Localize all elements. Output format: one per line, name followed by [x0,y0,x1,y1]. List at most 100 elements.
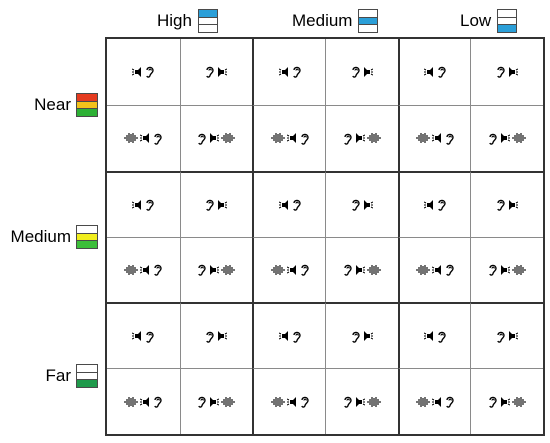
proximity-segment [77,379,97,388]
cell-glyphs [278,330,301,343]
speaker-icon [278,199,290,211]
column-label: Medium [292,11,353,30]
grid-cell [107,170,180,237]
ear-icon [197,395,207,408]
noise-wave-icon [512,396,526,408]
grid-cell [179,302,253,369]
speaker-icon [140,396,151,408]
cell-glyphs [205,198,228,211]
noise-wave-icon [271,264,285,276]
speaker-icon [286,396,298,408]
cell-glyphs [496,330,519,343]
cell-glyphs [197,132,236,145]
level-segment [198,16,217,25]
grid-cell [397,170,471,237]
speaker-icon [354,132,365,144]
cell-glyphs [488,132,526,145]
speaker-icon [499,396,511,408]
column-header-medium: Medium [292,8,379,34]
cell-glyphs [343,263,381,277]
noise-wave-icon [512,132,526,144]
ear-icon [445,132,454,145]
cell-glyphs [132,330,155,343]
ear-icon [292,198,301,211]
noise-wave-icon [271,396,285,408]
ear-icon [292,65,301,79]
cell-glyphs [351,198,373,211]
grid-cell [470,170,543,237]
ear-icon [343,263,352,277]
ear-icon [292,330,301,343]
speaker-icon [132,66,143,78]
speaker-icon [362,199,373,211]
noise-wave-icon [271,132,285,144]
grid-cell [252,170,325,237]
level-indicator-icon [358,9,379,33]
grid-cell [397,236,471,303]
grid-cell [324,104,398,171]
cell-glyphs [124,395,163,408]
grid-cell [107,104,180,171]
grid-cell [107,302,180,368]
noise-wave-icon [367,132,381,144]
level-segment [359,10,377,17]
proximity-segment [77,226,97,233]
speaker-icon [423,330,435,342]
speaker-icon [499,132,511,144]
speaker-icon [354,396,365,408]
grid-cell [107,236,180,303]
level-segment [359,24,378,32]
noise-wave-icon [416,396,430,408]
cell-glyphs [416,263,454,277]
noise-wave-icon [512,264,526,276]
cell-glyphs [124,132,163,145]
level-segment [198,10,217,17]
speaker-icon [132,330,143,342]
cell-glyphs [343,395,381,408]
cell-glyphs [423,198,446,211]
row-label: Far [45,366,72,385]
speaker-icon [208,132,220,144]
noise-wave-icon [416,132,430,144]
ear-icon [488,395,497,408]
grid-cell [324,302,398,369]
cell-glyphs [423,330,446,343]
cell-glyphs [271,263,309,277]
speaker-icon [507,66,519,78]
noise-wave-icon [221,132,236,144]
proximity-segment [77,371,97,380]
grid-cell [397,104,471,171]
proximity-indicator-icon [76,93,98,117]
proximity-indicator-icon [76,364,98,388]
speaker-icon [286,132,298,144]
row-header-near: Near [0,92,98,118]
ear-icon [197,132,207,145]
speaker-icon [140,264,151,276]
ear-icon [445,263,454,277]
ear-icon [205,65,215,79]
grid-cell [179,170,253,237]
ear-icon [153,132,163,145]
ear-icon [351,65,360,79]
speaker-icon [216,66,228,78]
cell-glyphs [124,263,163,277]
cell-glyphs [271,395,309,408]
speaker-icon [132,199,143,211]
ear-icon [153,263,163,277]
grid-cell [324,368,398,434]
noise-wave-icon [124,132,138,144]
speaker-icon [286,264,298,276]
speaker-icon [423,199,435,211]
row-header-far: Far [0,363,98,389]
level-indicator-icon [197,9,218,33]
ear-icon [145,65,155,79]
ear-icon [488,263,497,277]
ear-icon [153,395,163,408]
speaker-icon [507,199,519,211]
column-label: High [157,11,192,30]
proximity-segment [77,240,97,249]
cell-glyphs [496,65,519,79]
proximity-segment [77,365,97,372]
cell-glyphs [351,330,373,343]
row-header-medium: Medium [0,224,98,250]
